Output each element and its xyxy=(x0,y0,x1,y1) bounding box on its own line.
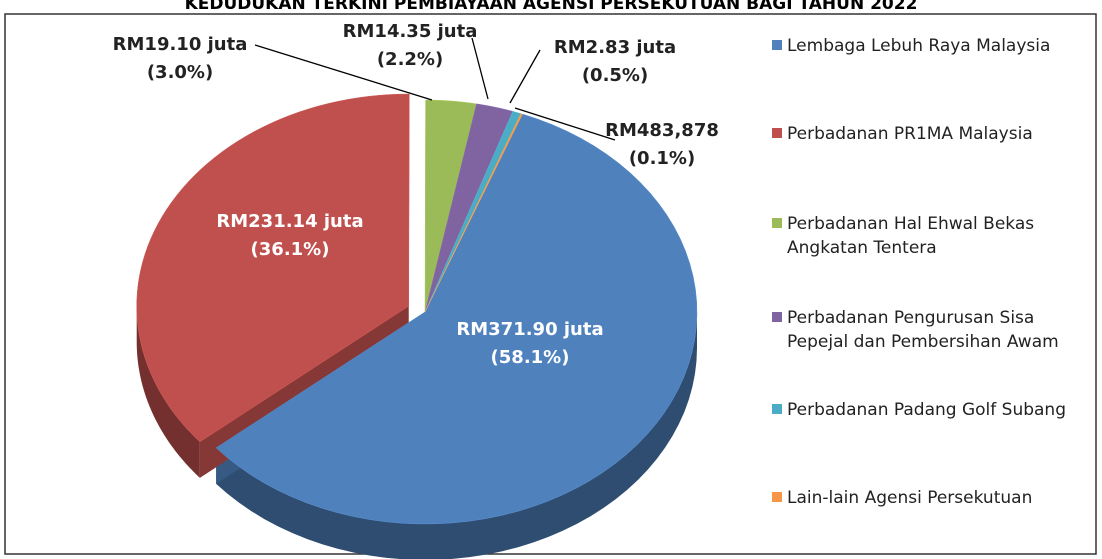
legend-swatch xyxy=(772,40,782,50)
amount-label: RM14.35 juta xyxy=(343,21,478,42)
slice xyxy=(215,113,698,525)
amount-label: RM2.83 juta xyxy=(554,37,676,58)
legend-swatch xyxy=(772,312,782,322)
leader-line xyxy=(514,107,616,141)
legend-item: Perbadanan Hal Ehwal Bekas Angkatan Tent… xyxy=(772,212,1092,260)
data-labels: RM371.90 juta (58.1%) RM231.14 juta (36.1%)… xyxy=(113,21,719,368)
value-label: (36.1%) xyxy=(251,239,330,260)
amount-label: RM231.14 juta xyxy=(216,211,363,232)
legend-label: Perbadanan PR1MA Malaysia xyxy=(787,124,1033,144)
amount-label: RM483,878 xyxy=(605,120,719,141)
slice-side xyxy=(216,312,697,559)
legend-label: Perbadanan Padang Golf Subang xyxy=(787,400,1066,420)
amount-label: RM19.10 juta xyxy=(113,34,248,55)
legend-label: Perbadanan Pengurusan Sisa Pepejal dan P… xyxy=(787,308,1059,352)
leader-line xyxy=(471,37,489,100)
leader-lines xyxy=(254,37,616,141)
legend-item: Lembaga Lebuh Raya Malaysia xyxy=(772,34,1092,58)
chart-border xyxy=(4,13,1097,555)
legend-item: Lain-lain Agensi Persekutuan xyxy=(772,486,1092,510)
leader-line xyxy=(509,49,541,104)
value-label: (3.0%) xyxy=(147,62,213,83)
chart-title: KEDUDUKAN TERKINI PEMBIAYAAN AGENSI PERS… xyxy=(185,0,918,14)
legend-item: Perbadanan PR1MA Malaysia xyxy=(772,122,1092,146)
value-label: (2.2%) xyxy=(377,49,443,70)
pie xyxy=(136,93,698,559)
legend-swatch xyxy=(772,492,782,502)
leader-line xyxy=(254,44,433,101)
legend-label: Lain-lain Agensi Persekutuan xyxy=(787,488,1033,508)
slice xyxy=(424,103,514,313)
legend-label: Perbadanan Hal Ehwal Bekas Angkatan Tent… xyxy=(787,214,1035,258)
slice xyxy=(136,93,410,443)
value-label: (0.1%) xyxy=(629,148,695,169)
slice xyxy=(424,113,523,313)
slice-side xyxy=(136,306,200,478)
amount-label: RM371.90 juta xyxy=(456,319,603,340)
value-label: (0.5%) xyxy=(582,65,648,86)
legend-swatch xyxy=(772,404,782,414)
legend-swatch xyxy=(772,128,782,138)
legend-item: Perbadanan Pengurusan Sisa Pepejal dan P… xyxy=(772,306,1092,354)
legend-swatch xyxy=(772,218,782,228)
value-label: (58.1%) xyxy=(491,347,570,368)
legend-label: Lembaga Lebuh Raya Malaysia xyxy=(787,36,1051,56)
legend-item: Perbadanan Padang Golf Subang xyxy=(772,398,1092,422)
